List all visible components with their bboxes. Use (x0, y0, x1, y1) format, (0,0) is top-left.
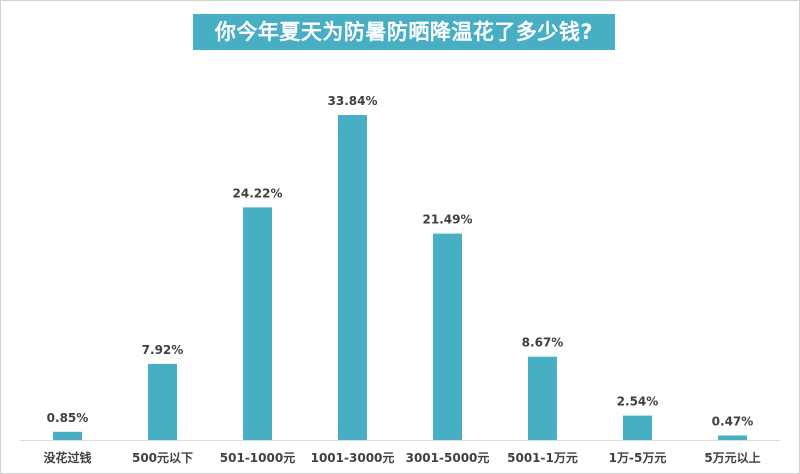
bars-group (53, 115, 747, 440)
bar-2 (243, 207, 272, 440)
x-tick-label-7: 5万元以上 (704, 450, 760, 465)
value-label-3: 33.84% (328, 94, 378, 108)
x-tick-labels-group: 没花过钱 500元以下 501-1000元 1001-3000元 3001-5000元 5… (43, 450, 760, 465)
x-tick-label-5: 5001-1万元 (507, 451, 578, 465)
x-tick-label-4: 3001-5000元 (406, 451, 490, 465)
value-label-6: 2.54% (617, 395, 659, 409)
value-label-5: 8.67% (522, 336, 564, 350)
value-label-4: 21.49% (423, 213, 473, 227)
x-tick-label-0: 没花过钱 (43, 450, 91, 465)
bar-0 (53, 431, 82, 440)
value-label-1: 7.92% (142, 343, 184, 357)
value-labels-group: 0.85% 7.92% 24.22% 33.84% 21.49% 8.67% 2.54% 0.… (47, 94, 754, 429)
bar-7 (718, 435, 747, 440)
bar-1 (148, 363, 177, 440)
bar-4 (433, 233, 462, 440)
x-tick-label-1: 500元以下 (132, 451, 193, 465)
x-tick-label-6: 1万-5万元 (609, 451, 667, 465)
bar-3 (338, 115, 367, 440)
bar-6 (623, 415, 652, 440)
value-label-7: 0.47% (712, 415, 754, 429)
value-label-0: 0.85% (47, 411, 89, 425)
chart-title: 你今年夏天为防暑防晒降温花了多少钱? (193, 14, 615, 50)
value-label-2: 24.22% (233, 186, 283, 200)
x-tick-label-2: 501-1000元 (220, 451, 295, 465)
x-tick-label-3: 1001-3000元 (311, 451, 395, 465)
bar-5 (528, 356, 557, 440)
